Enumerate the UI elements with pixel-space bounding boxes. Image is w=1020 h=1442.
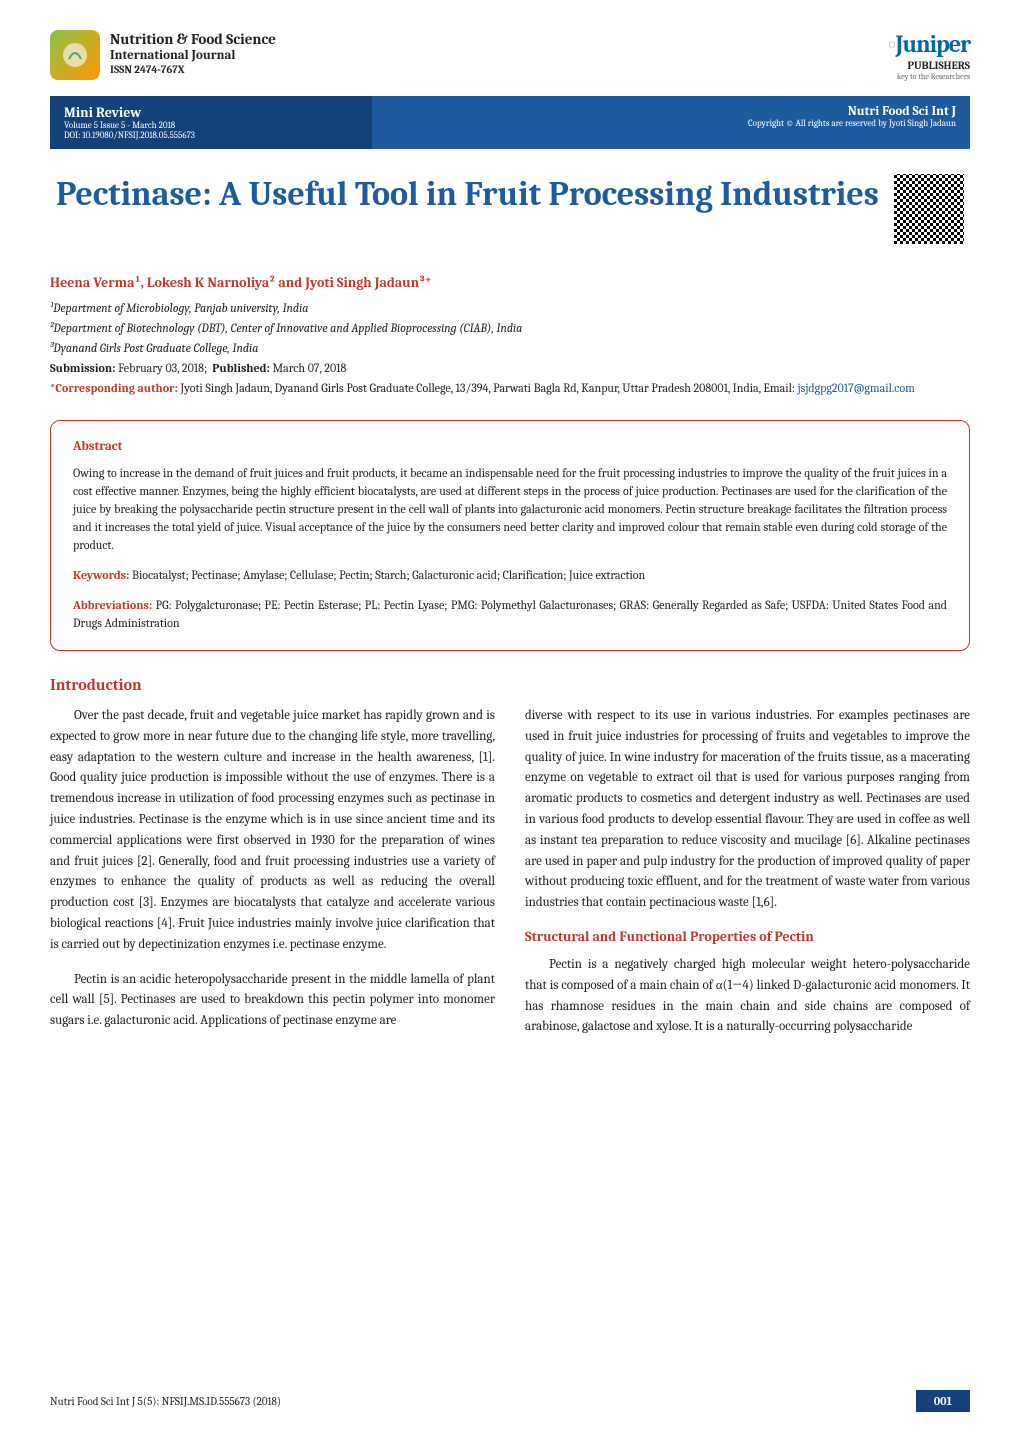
banner-right: Nutri Food Sci Int J Copyright © All rig… xyxy=(372,96,970,149)
body-columns: Over the past decade, fruit and vegetabl… xyxy=(50,706,970,1049)
submission-date: February 03, 2018; xyxy=(118,361,207,375)
abbr-label: Abbreviations: xyxy=(73,598,152,612)
keywords-label: Keywords: xyxy=(73,568,129,582)
structural-heading: Structural and Functional Properties of … xyxy=(525,928,970,945)
banner-copyright: Copyright © All rights are reserved by J… xyxy=(386,119,956,129)
footer-bar: Nutri Food Sci Int J 5(5): NFSIJ.MS.ID.5… xyxy=(50,1390,970,1412)
title-row: Pectinase: A Useful Tool in Fruit Proces… xyxy=(50,174,970,244)
footer-page-number: 001 xyxy=(916,1390,970,1412)
volume-info: Volume 5 Issue 5 - March 2018 xyxy=(64,121,358,131)
corresponding-line: *Corresponding author: Jyoti Singh Jadau… xyxy=(50,381,970,395)
published-label: Published: xyxy=(212,361,270,375)
abbreviations-line: Abbreviations: PG: Polygalcturonase; PE:… xyxy=(73,596,947,632)
footer-citation: Nutri Food Sci Int J 5(5): NFSIJ.MS.ID.5… xyxy=(50,1395,281,1408)
submission-line: Submission: February 03, 2018; Published… xyxy=(50,361,970,375)
page-container: Nutrition & Food Science International J… xyxy=(0,0,1020,1442)
journal-logo-block: Nutrition & Food Science International J… xyxy=(50,30,276,80)
keywords-text: Biocatalyst; Pectinase; Amylase; Cellula… xyxy=(132,568,645,582)
abstract-heading: Abstract xyxy=(73,439,947,454)
corresponding-text: Jyoti Singh Jadaun, Dyanand Girls Post G… xyxy=(181,381,795,395)
affiliation-1: ¹Department of Microbiology, Panjab univ… xyxy=(50,301,970,315)
article-type: Mini Review xyxy=(64,104,358,121)
publisher-tagline: key to the Researchers xyxy=(888,72,970,81)
abstract-box: Abstract Owing to increase in the demand… xyxy=(50,420,970,651)
article-title: Pectinase: A Useful Tool in Fruit Proces… xyxy=(56,174,879,215)
submission-label: Submission: xyxy=(50,361,116,375)
corresponding-email[interactable]: jsjdgpg2017@gmail.com xyxy=(798,381,915,395)
intro-paragraph-2: Pectin is an acidic heteropolysaccharide… xyxy=(50,970,495,1032)
corresponding-label: *Corresponding author: xyxy=(50,381,178,395)
affiliation-2: ²Department of Biotechnology (DBT), Cent… xyxy=(50,321,970,335)
journal-name: Nutrition & Food Science xyxy=(110,30,276,48)
journal-logo-icon xyxy=(50,30,100,80)
intro-paragraph-1: Over the past decade, fruit and vegetabl… xyxy=(50,706,495,956)
keywords-line: Keywords: Biocatalyst; Pectinase; Amylas… xyxy=(73,566,947,584)
published-date: March 07, 2018 xyxy=(273,361,347,375)
abstract-text: Owing to increase in the demand of fruit… xyxy=(73,464,947,554)
structural-section: Structural and Functional Properties of … xyxy=(525,928,970,1038)
introduction-heading: Introduction xyxy=(50,676,970,694)
intro-paragraph-3: diverse with respect to its use in vario… xyxy=(525,706,970,914)
publisher-name: ▫Juniper xyxy=(888,30,970,59)
publisher-logo-block: ▫Juniper PUBLISHERS key to the Researche… xyxy=(888,30,970,81)
doi-info: DOI: 10.19080/NFSIJ.2018.05.555673 xyxy=(64,131,358,141)
abbr-text: PG: Polygalcturonase; PE: Pectin Esteras… xyxy=(73,598,947,630)
journal-info: Nutrition & Food Science International J… xyxy=(110,30,276,76)
banner-bar: Mini Review Volume 5 Issue 5 - March 201… xyxy=(50,96,970,149)
journal-issn: ISSN 2474-767X xyxy=(110,63,276,76)
journal-subtitle: International Journal xyxy=(110,48,276,63)
qr-code-icon xyxy=(894,174,964,244)
publisher-sub: PUBLISHERS xyxy=(888,59,970,72)
banner-journal-abbr: Nutri Food Sci Int J xyxy=(386,104,956,119)
structural-paragraph-1: Pectin is a negatively charged high mole… xyxy=(525,955,970,1038)
header-row: Nutrition & Food Science International J… xyxy=(50,30,970,81)
banner-left: Mini Review Volume 5 Issue 5 - March 201… xyxy=(50,96,372,149)
affiliation-3: ³Dyanand Girls Post Graduate College, In… xyxy=(50,341,970,355)
authors-line: Heena Verma¹, Lokesh K Narnoliya² and Jy… xyxy=(50,274,970,291)
